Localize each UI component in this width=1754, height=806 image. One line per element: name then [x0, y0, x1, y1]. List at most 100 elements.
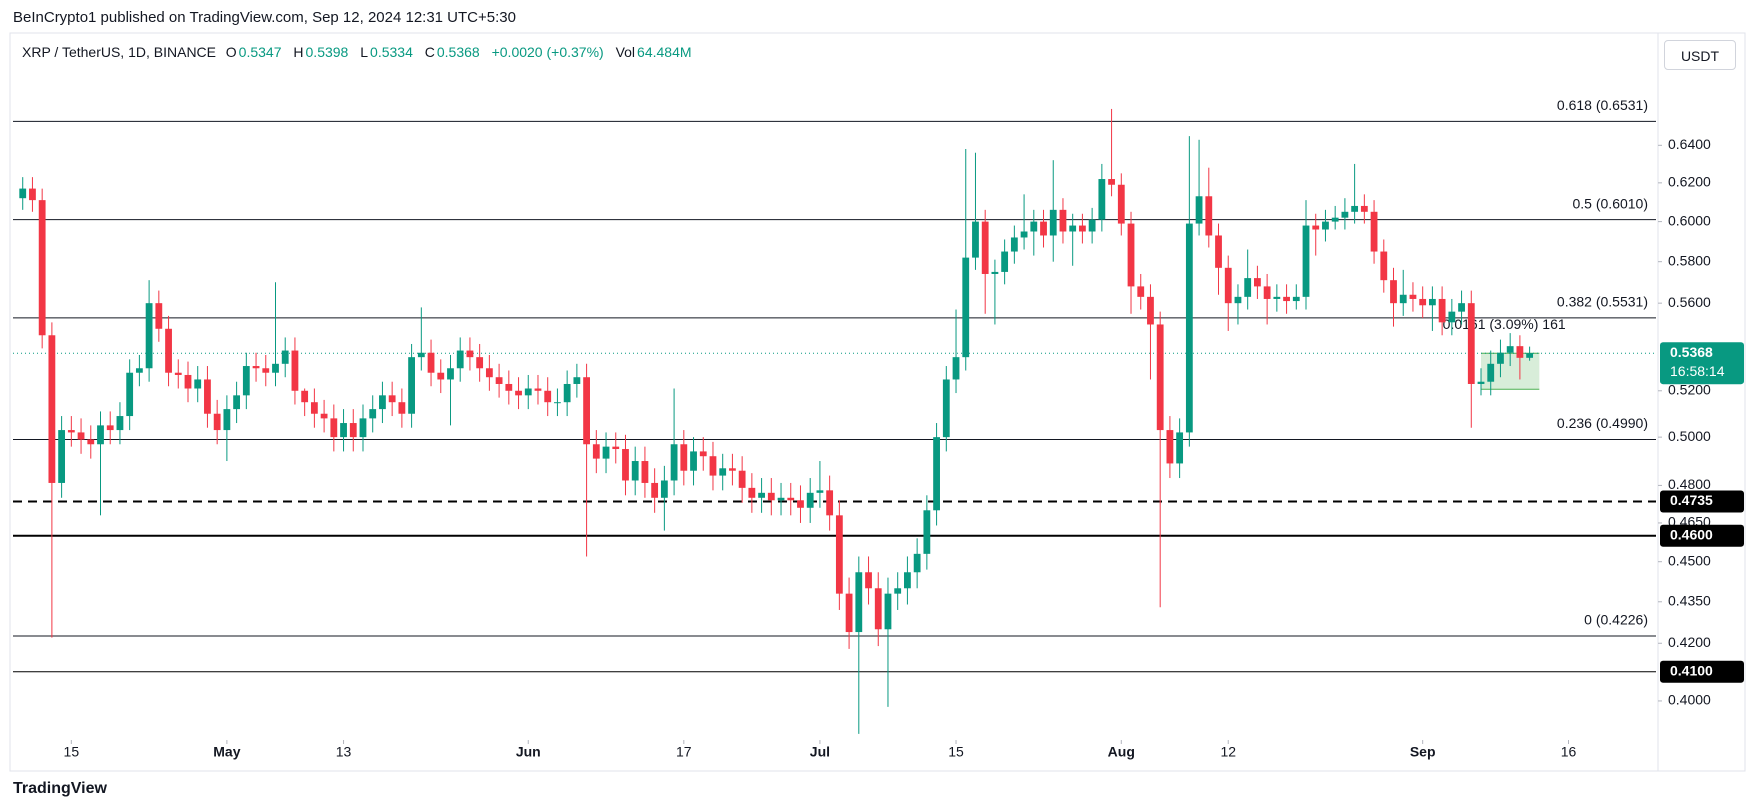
legend-key: H [293, 44, 304, 60]
candle-body [660, 480, 668, 498]
candle-body [942, 379, 950, 438]
candle-body [1059, 209, 1067, 232]
candle-body [1224, 267, 1232, 304]
candle-body [1147, 296, 1154, 325]
candle-body [1049, 209, 1057, 236]
candle-body [719, 468, 727, 476]
candle-body [340, 423, 347, 438]
level-tag-label: 0.4600 [1670, 526, 1713, 542]
candle-body [1137, 286, 1145, 297]
candle-body [1185, 223, 1193, 433]
fib-label: 0.5 (0.6010) [1573, 195, 1649, 211]
candle-body [1370, 211, 1378, 252]
candle-body [1506, 346, 1514, 353]
candle-body [1331, 217, 1339, 222]
candle-body [845, 593, 853, 633]
candle-body [1176, 432, 1184, 464]
last-price-tag [1660, 342, 1744, 385]
candle-body [1117, 184, 1125, 224]
candle-body [466, 350, 474, 358]
candle-body [1302, 225, 1310, 297]
y-tick-label: 0.5600 [1668, 294, 1711, 310]
candle-body [544, 390, 552, 403]
candle-body [1438, 298, 1446, 323]
x-tick-label: Jul [810, 744, 830, 760]
candle-body [252, 366, 260, 369]
candle-body [933, 437, 940, 511]
candle-body [641, 461, 649, 483]
x-tick-label: Sep [1410, 744, 1436, 760]
y-tick-label: 0.6200 [1668, 174, 1711, 190]
candle-body [213, 413, 221, 431]
candle-body [1292, 296, 1300, 302]
candle-body [447, 368, 454, 380]
candle-body [554, 402, 561, 404]
candle-body [855, 572, 863, 633]
level-tag [1660, 660, 1744, 683]
candle-body [612, 446, 620, 450]
candle-body [87, 439, 95, 445]
candle-body [563, 383, 571, 403]
candle-body [952, 357, 960, 380]
chart-frame [9, 32, 1746, 772]
level-tag-label: 0.4100 [1670, 662, 1713, 678]
candle-body [1497, 352, 1504, 364]
candle-body [865, 572, 872, 589]
candle-body [904, 572, 911, 589]
candle-body [291, 350, 299, 391]
candle-body [1526, 353, 1534, 358]
x-tick-label: Aug [1108, 744, 1135, 760]
candle-body [174, 372, 182, 375]
candle-body [1477, 381, 1485, 384]
candle-body [806, 492, 814, 508]
candle-body [729, 468, 736, 471]
candle-body [1079, 225, 1086, 232]
candle-body [670, 444, 678, 481]
candle-body [1487, 363, 1495, 382]
candle-body [738, 470, 746, 488]
candle-body [388, 395, 396, 403]
legend-key: L [360, 44, 369, 60]
candle-body [1390, 280, 1397, 304]
candle-body [97, 425, 104, 445]
candle-body [709, 456, 717, 476]
candle-body [369, 409, 377, 419]
y-tick-label: 0.5200 [1668, 381, 1711, 397]
candle-body [1467, 303, 1475, 384]
candle-body [748, 487, 756, 498]
candle-body [1166, 430, 1174, 464]
candle-body [135, 368, 143, 373]
candle-body [359, 418, 367, 438]
candle-body [622, 449, 629, 481]
candle-body [398, 402, 406, 414]
candle-body [77, 432, 85, 440]
candle-body [408, 357, 416, 414]
candle-body [1419, 298, 1427, 306]
candle-body [48, 335, 56, 483]
y-tick-label: 0.5000 [1668, 428, 1711, 444]
candle-body [1263, 286, 1271, 299]
legend-value: 0.5347 [238, 44, 282, 60]
y-tick-label: 0.4000 [1668, 692, 1711, 708]
candle-body [1069, 225, 1077, 232]
candle-body [534, 388, 542, 391]
currency-button[interactable]: USDT [1664, 40, 1736, 70]
candle-body [204, 379, 211, 414]
candle-body [1380, 251, 1388, 281]
candle-body [1040, 221, 1047, 236]
candle-body [223, 409, 231, 431]
candle-body [777, 497, 785, 501]
legend-value: 0.5334 [370, 44, 413, 60]
candle-body [1127, 223, 1135, 287]
legend-change: +0.0020 (+0.37%) [491, 44, 604, 60]
candle-body [972, 221, 979, 258]
candle-body [242, 366, 250, 396]
x-tick-label: May [213, 744, 240, 760]
candle-body [456, 350, 464, 369]
candle-body [1322, 221, 1329, 230]
candle-body [651, 482, 659, 498]
candle-body [19, 188, 27, 199]
y-tick-label: 0.4200 [1668, 634, 1711, 650]
candle-body [184, 374, 192, 389]
